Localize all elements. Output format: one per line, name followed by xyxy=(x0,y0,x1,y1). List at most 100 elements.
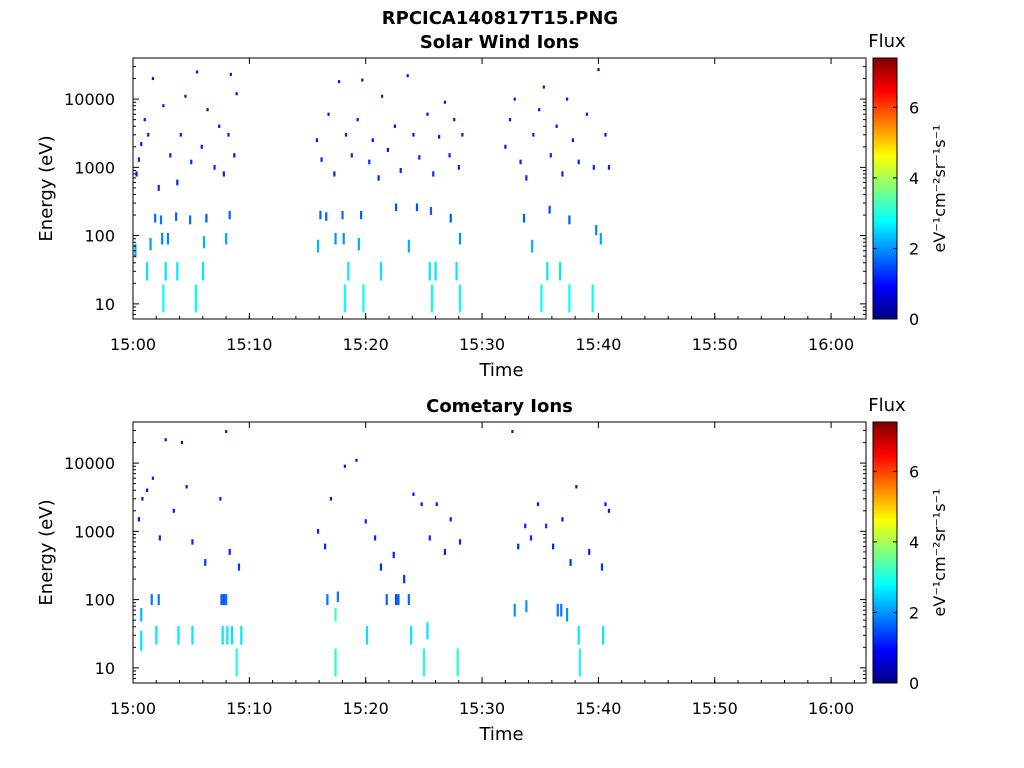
data-cell xyxy=(145,488,149,492)
data-cell xyxy=(154,213,157,223)
data-cell xyxy=(443,548,447,555)
data-cell xyxy=(569,559,572,566)
x-tick-label: 15:50 xyxy=(692,699,738,718)
data-cell xyxy=(220,594,223,606)
data-cell xyxy=(195,70,199,74)
y-axis-label: Energy (eV) xyxy=(36,499,57,605)
data-cell xyxy=(412,132,415,137)
data-cell xyxy=(458,284,462,313)
data-cell xyxy=(588,548,591,555)
data-cell xyxy=(418,155,421,160)
data-cell xyxy=(164,262,167,281)
data-cell xyxy=(585,112,588,116)
data-cell xyxy=(150,594,153,606)
data-cell xyxy=(379,563,383,571)
data-cell xyxy=(443,100,447,104)
data-cell xyxy=(329,496,332,501)
data-cell xyxy=(140,142,143,146)
data-cell xyxy=(190,159,193,165)
data-cell xyxy=(326,594,329,606)
data-cell xyxy=(189,215,192,225)
colorbar-title: Flux xyxy=(868,31,906,52)
data-cell xyxy=(240,626,243,645)
data-cell xyxy=(568,284,571,313)
data-cell xyxy=(235,648,238,677)
data-cell xyxy=(561,517,564,522)
data-cell xyxy=(559,262,562,281)
data-cell xyxy=(568,215,571,225)
data-cell xyxy=(191,626,194,645)
data-cell xyxy=(177,626,180,645)
data-cell xyxy=(591,284,594,313)
data-cell xyxy=(176,179,179,186)
data-cell xyxy=(206,108,209,112)
data-cell xyxy=(365,626,369,645)
data-cell xyxy=(225,430,228,434)
data-cell xyxy=(362,284,365,313)
data-cell xyxy=(228,548,231,555)
data-cell xyxy=(213,164,216,170)
data-cell xyxy=(513,603,516,617)
panel-title: Cometary Ions xyxy=(426,396,573,417)
data-cell xyxy=(341,210,344,220)
data-cell xyxy=(145,262,149,281)
data-cell xyxy=(604,132,607,137)
panel-title: Solar Wind Ions xyxy=(420,32,579,53)
data-cell xyxy=(140,630,143,651)
data-cell xyxy=(415,203,419,212)
data-cell xyxy=(161,232,164,245)
data-cell xyxy=(350,153,353,158)
x-axis-label: Time xyxy=(478,360,523,381)
data-cell xyxy=(140,607,143,622)
data-cell xyxy=(504,144,507,149)
data-cell xyxy=(228,210,231,220)
y-tick-label: 1000 xyxy=(74,522,115,541)
data-cell xyxy=(575,485,578,489)
data-cell xyxy=(221,626,224,645)
data-cell xyxy=(578,648,581,677)
data-cell xyxy=(455,262,458,281)
x-tick-label: 15:00 xyxy=(110,699,156,718)
data-cell xyxy=(540,284,543,313)
data-cell xyxy=(162,104,165,108)
y-axis-label: Energy (eV) xyxy=(36,135,57,241)
data-cell xyxy=(607,164,611,170)
data-cell xyxy=(560,603,563,617)
data-cell xyxy=(529,535,533,541)
data-cell xyxy=(157,594,160,606)
data-cell xyxy=(399,167,402,173)
data-cell xyxy=(230,626,234,645)
colorbar-tick-label: 0 xyxy=(909,674,919,693)
data-cell xyxy=(347,262,350,281)
data-cell xyxy=(429,206,433,215)
data-cell xyxy=(453,118,456,122)
x-tick-label: 15:20 xyxy=(343,335,389,354)
data-cell xyxy=(385,594,388,606)
data-cell xyxy=(546,262,549,281)
data-cell xyxy=(371,138,374,143)
data-cell xyxy=(157,184,160,191)
data-cell xyxy=(449,517,452,522)
colorbar xyxy=(872,57,898,320)
colorbar-units-label: eV⁻¹cm⁻²sr⁻¹s⁻¹ xyxy=(930,125,949,253)
data-cell xyxy=(227,132,230,137)
data-cell xyxy=(513,97,516,101)
data-cell xyxy=(336,591,339,603)
data-cell xyxy=(407,594,410,606)
data-cell xyxy=(392,551,395,559)
data-cell xyxy=(185,485,188,489)
x-tick-label: 15:20 xyxy=(343,699,389,718)
data-cell xyxy=(412,492,415,496)
data-cell xyxy=(571,138,574,143)
colorbar-title: Flux xyxy=(868,395,906,416)
cometary-ions-panel: Cometary Ions 15:00 15:10 15:20 15:30 15:40 15… xyxy=(36,395,949,745)
plot-frame xyxy=(132,57,867,320)
data-cell xyxy=(233,153,236,158)
data-cell xyxy=(457,164,460,170)
data-cell xyxy=(531,239,534,253)
x-tick-label: 15:10 xyxy=(226,699,272,718)
data-cell xyxy=(561,171,564,177)
colorbar-tick-label: 4 xyxy=(909,169,919,188)
data-cell xyxy=(162,284,165,313)
colorbar-tick-label: 6 xyxy=(909,98,919,117)
